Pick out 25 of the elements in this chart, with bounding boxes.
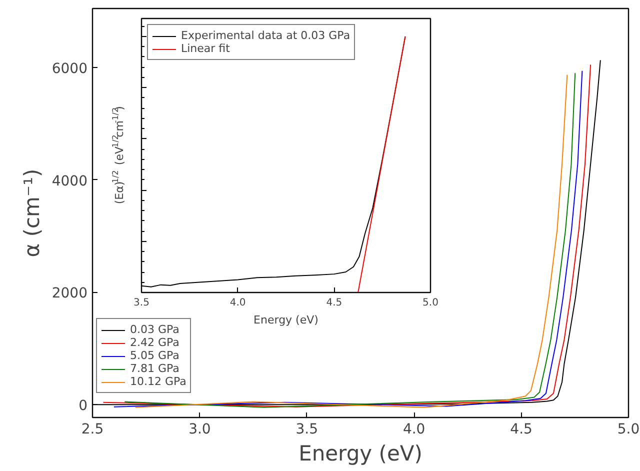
x-tick-label: 4.5	[326, 298, 342, 308]
y-tick-label: 6000	[52, 60, 88, 77]
legend-label: Experimental data at 0.03 GPa	[181, 29, 350, 42]
legend-label: 7.81 GPa	[130, 362, 180, 375]
x-tick-label: 2.5	[81, 422, 104, 438]
x-tick-label: 4.5	[510, 422, 532, 438]
legend-label: 10.12 GPa	[130, 375, 186, 388]
x-tick-label: 5.0	[422, 298, 438, 308]
x-tick-label: 5.0	[617, 422, 640, 438]
legend-label: 2.42 GPa	[130, 336, 180, 349]
x-axis-title: Energy (eV)	[254, 314, 318, 326]
y-tick-label: 2000	[52, 286, 88, 302]
legend-label: 0.03 GPa	[130, 323, 180, 336]
legend-label: 5.05 GPa	[130, 349, 180, 362]
legend-label: Linear fit	[181, 42, 230, 55]
x-tick-label: 3.5	[134, 298, 150, 308]
x-tick-label: 3.5	[296, 422, 318, 438]
y-tick-label: 0	[78, 398, 88, 414]
x-tick-label: 4.0	[402, 422, 426, 438]
x-axis-title: Energy (eV)	[298, 442, 422, 466]
x-tick-label: 3.0	[188, 422, 211, 438]
y-axis-title: α (cm⁻¹)	[20, 168, 44, 258]
text: (Eα)1/2 (eV1/2cm-1/2)	[111, 106, 126, 204]
x-tick-label: 4.0	[230, 298, 246, 308]
y-tick-label: 4000	[52, 173, 88, 190]
